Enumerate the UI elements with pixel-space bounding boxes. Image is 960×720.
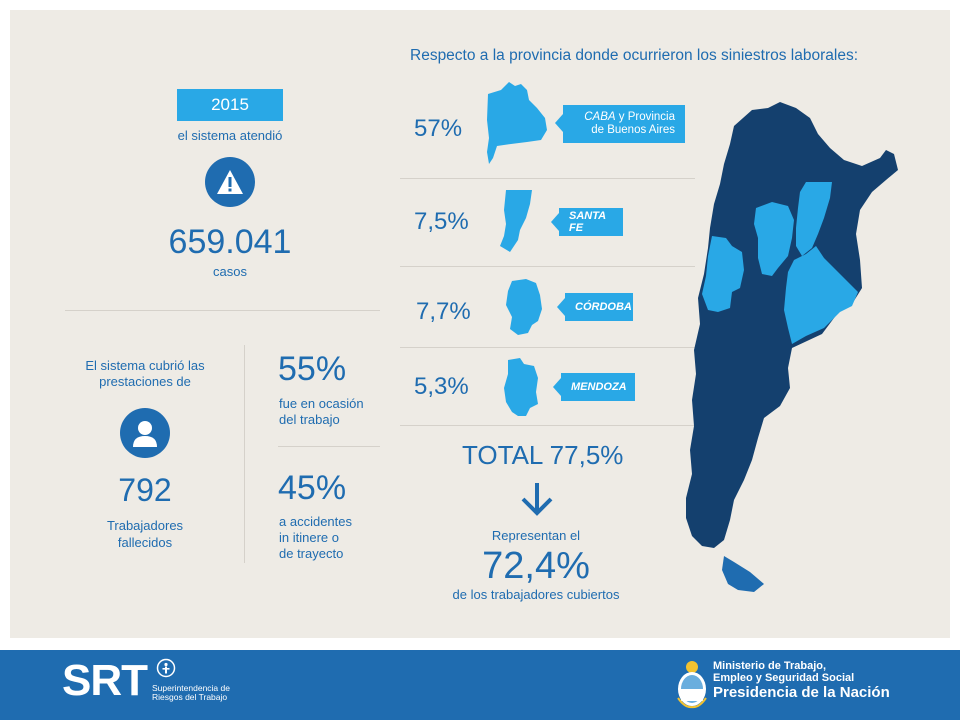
covered-label-line2: prestaciones de — [99, 374, 191, 389]
province-tag-cordoba: CÓRDOBA — [565, 293, 633, 321]
commute-label-line2: in itinere o — [279, 530, 339, 545]
represent-pct: 72,4% — [482, 545, 590, 587]
deaths-label-line1: Trabajadores — [106, 518, 184, 533]
commute-label: a accidentes in itinere o de trayecto — [279, 514, 352, 562]
buenos-aires-map-icon — [487, 82, 547, 164]
commute-pct: 45% — [278, 469, 347, 507]
attended-label: el sistema atendió — [177, 128, 283, 143]
tag-pointer — [555, 114, 563, 132]
province-tag-mendoza: MENDOZA — [561, 373, 635, 401]
divider — [400, 266, 695, 267]
divider — [400, 425, 695, 426]
srt-logo-subtitle-line1: Superintendencia de — [152, 683, 230, 693]
divider — [278, 446, 380, 447]
footer-bar: SRT Superintendencia de Riesgos del Trab… — [0, 650, 960, 720]
person-icon — [120, 408, 170, 458]
argentina-map-santa-fe — [796, 182, 832, 256]
deaths-label: Trabajadores fallecidos — [70, 517, 220, 551]
province-tag-italic: CABA — [584, 111, 616, 123]
work-label-line2: del trabajo — [279, 412, 340, 427]
represent-label: Representan el — [491, 528, 581, 543]
tag-pointer — [551, 213, 559, 231]
total-label: TOTAL — [462, 440, 543, 470]
ministry-line2: Empleo y Seguridad Social — [713, 672, 855, 684]
santa-fe-map-icon — [500, 190, 532, 252]
argentina-map — [686, 102, 898, 592]
commute-label-line1: a accidentes — [279, 514, 352, 529]
divider — [65, 310, 380, 311]
argentina-map-cordoba — [754, 202, 794, 276]
work-label-line1: fue en ocasión — [279, 396, 364, 411]
province-tag-line2: de Buenos Aires — [591, 124, 675, 136]
covered-label-line1: El sistema cubrió las — [85, 358, 205, 373]
argentina-coat-of-arms-icon — [677, 661, 707, 709]
divider — [400, 347, 695, 348]
cases-number: 659.041 — [168, 223, 292, 261]
tag-pointer — [557, 298, 565, 316]
argentina-map-buenos-aires — [784, 246, 858, 344]
total-value: 77,5% — [549, 440, 624, 470]
covered-label: El sistema cubrió las prestaciones de — [70, 358, 220, 390]
province-pct: 57% — [414, 115, 463, 142]
province-pct: 7,7% — [416, 298, 471, 325]
arrow-down-icon — [521, 483, 553, 516]
work-label: fue en ocasión del trabajo — [279, 396, 364, 428]
province-tag-line1: CABA y Provincia — [584, 111, 675, 124]
tag-pointer — [553, 378, 561, 396]
footer-stripe — [0, 640, 960, 650]
mendoza-map-icon — [504, 358, 538, 416]
srt-emblem-icon — [156, 658, 176, 678]
srt-logo-subtitle-line2: Riesgos del Trabajo — [152, 692, 228, 702]
province-tag-buenos-aires: CABA y Provincia de Buenos Aires — [563, 105, 685, 143]
commute-label-line3: de trayecto — [279, 546, 344, 561]
work-pct: 55% — [278, 350, 347, 388]
cases-label: casos — [213, 264, 247, 279]
province-tag-santa-fe: SANTA FE — [559, 208, 623, 236]
deaths-number: 792 — [118, 472, 172, 508]
ministry-text: Ministerio de Trabajo, Empleo y Segurida… — [713, 660, 890, 702]
represent-sub: de los trabajadores cubiertos — [452, 587, 620, 602]
ministry-line1: Ministerio de Trabajo, — [713, 660, 827, 672]
year-badge: 2015 — [177, 89, 283, 121]
srt-logo-text[interactable]: SRT — [62, 656, 148, 705]
provinces-heading: Respecto a la provincia donde ocurrieron… — [410, 47, 859, 64]
province-pct: 7,5% — [414, 208, 469, 235]
ministry-line3: Presidencia de la Nación — [713, 684, 890, 701]
argentina-map-mendoza — [702, 236, 744, 312]
province-tag-rest: y Provincia — [615, 111, 675, 123]
warning-icon — [205, 157, 255, 207]
total-line: TOTAL 77,5% — [462, 440, 623, 471]
vertical-divider — [244, 345, 245, 563]
argentina-map-tierra-del-fuego — [722, 556, 764, 592]
divider — [400, 178, 695, 179]
srt-logo-subtitle: Superintendencia de Riesgos del Trabajo — [152, 684, 230, 702]
cordoba-map-icon — [506, 279, 542, 335]
deaths-label-line2: fallecidos — [117, 535, 173, 550]
province-pct: 5,3% — [414, 373, 469, 400]
